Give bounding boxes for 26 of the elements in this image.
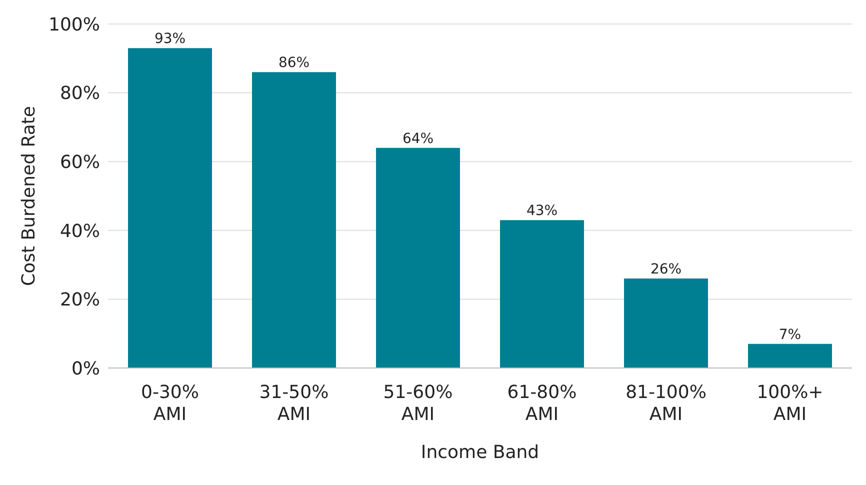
- x-tick-label: 100%+ AMI: [756, 382, 824, 425]
- data-label: 43%: [526, 203, 558, 220]
- bar: [624, 278, 708, 368]
- bar: [500, 220, 584, 368]
- x-tick-label: 81-100% AMI: [626, 382, 706, 425]
- data-label: 64%: [402, 130, 434, 147]
- bar: [252, 72, 336, 368]
- x-tick-label: 61-80% AMI: [507, 382, 577, 425]
- bar: [748, 344, 832, 368]
- data-label: 93%: [154, 31, 186, 48]
- y-tick-label: 0%: [71, 358, 100, 380]
- y-tick-label: 100%: [48, 14, 100, 36]
- y-tick-label: 20%: [60, 290, 100, 311]
- x-axis-title: Income Band: [420, 442, 540, 463]
- y-tick-label: 60%: [60, 152, 100, 173]
- bar: [376, 148, 460, 368]
- y-axis-title: Cost Burdened Rate: [18, 106, 40, 286]
- y-tick-label: 40%: [60, 220, 100, 242]
- data-label: 7%: [778, 326, 802, 343]
- x-tick-label: 51-60% AMI: [383, 382, 453, 425]
- data-label: 26%: [650, 262, 682, 278]
- x-tick-label: 31-50% AMI: [259, 382, 329, 425]
- y-tick-label: 80%: [60, 83, 100, 104]
- bar: [128, 48, 212, 368]
- data-label: 86%: [278, 55, 310, 72]
- x-tick-label: 0-30% AMI: [141, 382, 199, 425]
